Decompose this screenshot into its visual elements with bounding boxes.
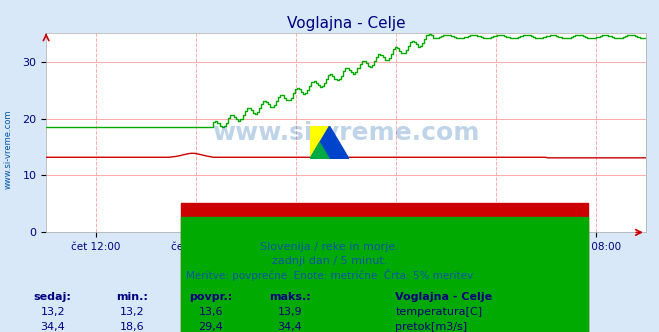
Text: 29,4: 29,4 [198, 322, 223, 332]
Text: Voglajna - Celje: Voglajna - Celje [395, 292, 492, 302]
Text: 13,2: 13,2 [40, 307, 65, 317]
Text: Slovenija / reke in morje.: Slovenija / reke in morje. [260, 242, 399, 252]
Text: temperatura[C]: temperatura[C] [395, 307, 482, 317]
Text: povpr.:: povpr.: [189, 292, 233, 302]
Text: min.:: min.: [116, 292, 148, 302]
Title: Voglajna - Celje: Voglajna - Celje [287, 16, 405, 31]
Text: 13,2: 13,2 [119, 307, 144, 317]
Text: 13,6: 13,6 [198, 307, 223, 317]
Text: 18,6: 18,6 [119, 322, 144, 332]
Text: zadnji dan / 5 minut.: zadnji dan / 5 minut. [272, 256, 387, 266]
Polygon shape [310, 126, 330, 159]
Text: www.si-vreme.com: www.si-vreme.com [3, 110, 13, 189]
Text: 34,4: 34,4 [277, 322, 302, 332]
Text: www.si-vreme.com: www.si-vreme.com [212, 121, 480, 145]
Text: pretok[m3/s]: pretok[m3/s] [395, 322, 467, 332]
Polygon shape [310, 143, 330, 159]
Text: 34,4: 34,4 [40, 322, 65, 332]
Text: Meritve: povprečne  Enote: metrične  Črta: 5% meritev: Meritve: povprečne Enote: metrične Črta:… [186, 269, 473, 281]
Text: 13,9: 13,9 [277, 307, 302, 317]
Text: sedaj:: sedaj: [34, 292, 72, 302]
Text: maks.:: maks.: [269, 292, 311, 302]
Polygon shape [310, 126, 349, 159]
